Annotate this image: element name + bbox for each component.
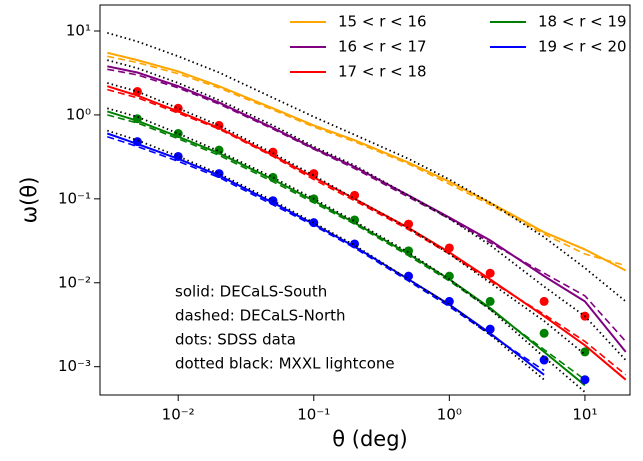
annotation: dashed: DECaLS-North — [175, 307, 346, 325]
data-dot — [485, 268, 495, 278]
legend-label: 17 < r < 18 — [338, 63, 427, 81]
data-dot — [404, 219, 414, 229]
data-dot — [404, 246, 414, 256]
y-tick-label: 10⁻² — [58, 273, 91, 291]
x-tick-label: 10⁰ — [437, 406, 462, 424]
x-axis-label: θ (deg) — [332, 427, 408, 451]
legend-label: 19 < r < 20 — [538, 38, 627, 56]
data-dot — [132, 114, 142, 124]
line-dotted — [107, 107, 586, 393]
legend-label: 16 < r < 17 — [338, 38, 427, 56]
y-tick-label: 10⁰ — [66, 105, 91, 123]
data-dot — [214, 120, 224, 130]
line-solid — [107, 51, 627, 272]
legend-label: 18 < r < 19 — [538, 13, 627, 31]
y-axis-label: ω(θ) — [17, 177, 41, 224]
y-tick-label: 10⁻¹ — [58, 189, 91, 207]
line-dashed — [107, 135, 545, 372]
data-dot — [173, 151, 183, 161]
x-tick-label: 10⁻² — [162, 406, 195, 424]
data-dot — [404, 271, 414, 281]
data-dot — [132, 137, 142, 147]
data-dot — [350, 190, 360, 200]
line-dashed — [107, 55, 626, 267]
annotation: solid: DECaLS-South — [175, 283, 327, 301]
data-dot — [309, 218, 319, 228]
y-tick-label: 10¹ — [66, 21, 91, 39]
data-dot — [539, 355, 549, 365]
data-dot — [444, 243, 454, 253]
data-dot — [580, 347, 590, 357]
annotation: dots: SDSS data — [175, 331, 296, 349]
line-dashed — [107, 68, 627, 342]
line-dotted — [107, 129, 545, 381]
line-dotted — [107, 82, 586, 356]
data-dot — [444, 271, 454, 281]
data-dot — [214, 145, 224, 155]
data-dot — [214, 169, 224, 179]
line-solid — [106, 132, 545, 376]
data-dot — [539, 296, 549, 306]
data-dot — [485, 324, 495, 334]
data-dot — [173, 103, 183, 113]
plot-frame — [99, 4, 631, 396]
data-dot — [268, 172, 278, 182]
data-dot — [485, 296, 495, 306]
data-dot — [309, 169, 319, 179]
x-tick-label: 10⁻¹ — [297, 406, 330, 424]
data-dot — [350, 215, 360, 225]
data-dot — [444, 296, 454, 306]
data-dot — [268, 147, 278, 157]
legend-label: 15 < r < 16 — [338, 13, 427, 31]
line-solid — [107, 65, 627, 353]
data-dot — [350, 239, 360, 249]
line-dashed — [107, 114, 586, 381]
y-tick-label: 10⁻³ — [58, 357, 91, 375]
data-dot — [580, 375, 590, 385]
data-dot — [539, 328, 549, 338]
x-tick-label: 10¹ — [572, 406, 597, 424]
annotation: dotted black: MXXL lightcone — [175, 355, 395, 373]
data-dot — [132, 87, 142, 97]
data-dot — [173, 129, 183, 139]
